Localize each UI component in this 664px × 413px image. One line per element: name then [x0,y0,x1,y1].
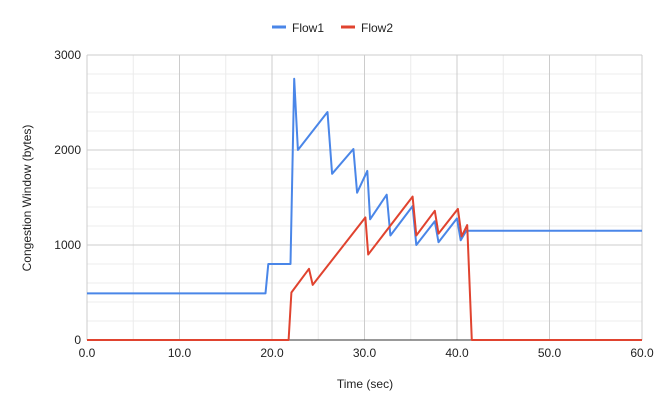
y-axis-label: Congestion Window (bytes) [20,125,34,272]
x-axis-tick-labels: 0.0 10.0 20.0 30.0 40.0 50.0 60.0 [79,346,654,360]
x-tick-label: 10.0 [168,346,192,360]
x-tick-label: 60.0 [630,346,654,360]
x-axis-label: Time (sec) [337,377,393,391]
y-tick-label: 0 [74,333,81,347]
legend-label-flow2: Flow2 [361,21,393,35]
legend-item-flow1[interactable]: Flow1 [272,21,324,35]
x-tick-label: 20.0 [260,346,284,360]
series-line-flow1 [87,77,642,295]
y-tick-label: 3000 [54,48,81,62]
legend[interactable]: Flow1 Flow2 [272,21,393,35]
legend-label-flow1: Flow1 [292,21,324,35]
y-tick-label: 1000 [54,238,81,252]
y-axis-tick-labels: 0 1000 2000 3000 [54,48,81,347]
x-tick-label: 0.0 [79,346,96,360]
series-line-flow2 [87,195,642,341]
x-tick-label: 50.0 [538,346,562,360]
x-tick-label: 40.0 [445,346,469,360]
legend-item-flow2[interactable]: Flow2 [341,21,393,35]
series-lines [87,77,642,341]
x-tick-label: 30.0 [353,346,377,360]
y-tick-label: 2000 [54,143,81,157]
